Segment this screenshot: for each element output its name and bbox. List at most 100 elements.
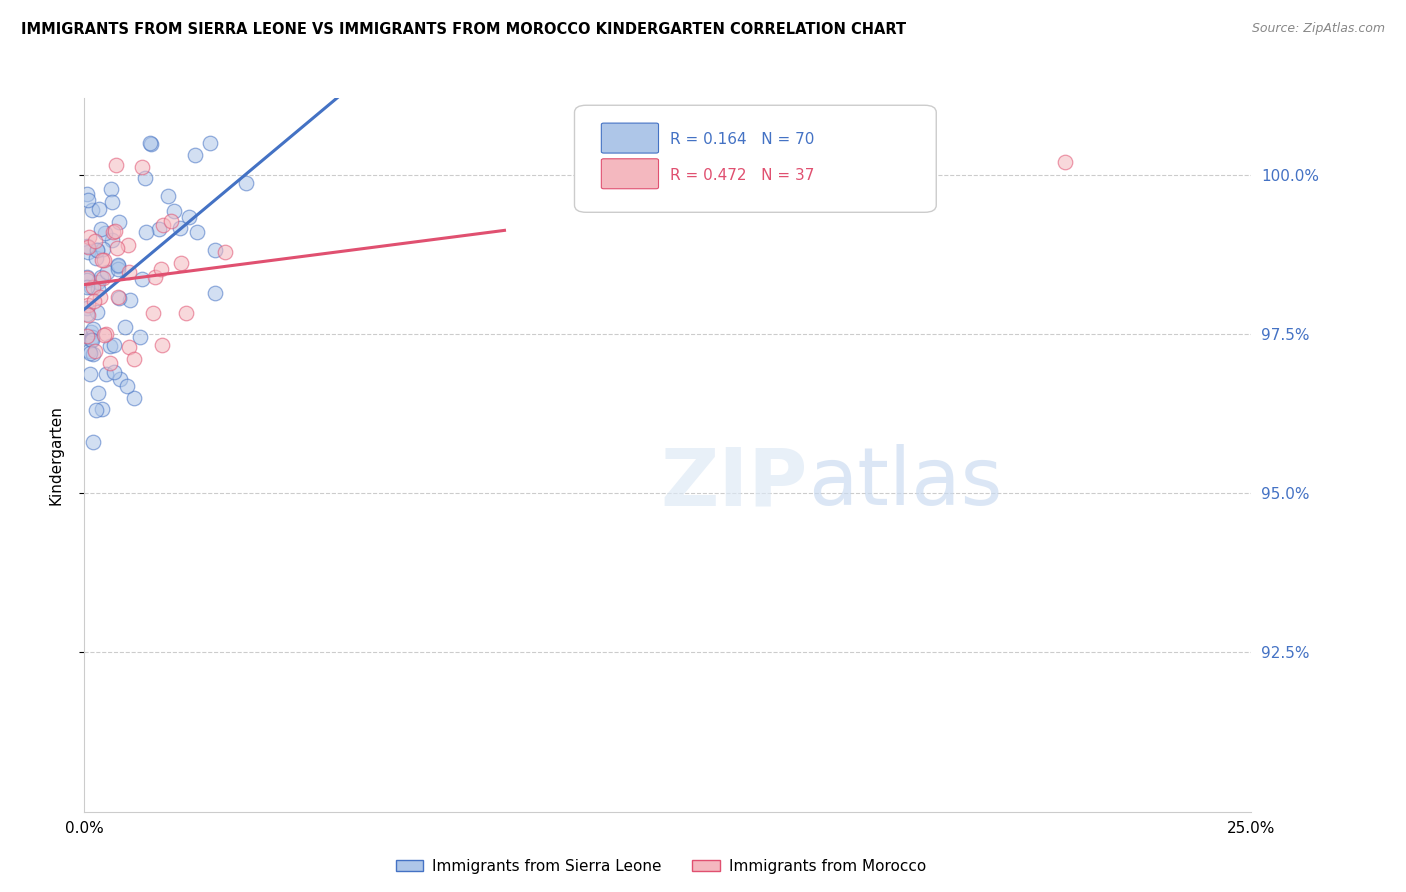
Point	[76, 270, 98, 285]
Point	[101, 233, 124, 247]
Point	[184, 148, 207, 162]
Point	[77, 239, 100, 253]
Point	[174, 306, 197, 320]
Point	[204, 285, 226, 300]
Point	[214, 245, 236, 260]
Point	[86, 244, 108, 258]
Point	[79, 230, 101, 244]
Point	[80, 330, 103, 344]
Point	[96, 265, 118, 279]
Point	[160, 213, 183, 227]
Point	[77, 343, 100, 358]
Point	[76, 270, 98, 285]
Point	[204, 244, 226, 258]
Point	[105, 241, 128, 255]
Point	[86, 305, 108, 319]
Point	[163, 204, 186, 219]
Point	[117, 237, 139, 252]
Point	[76, 193, 98, 207]
Point	[94, 367, 117, 381]
Point	[90, 270, 112, 285]
Point	[1053, 154, 1076, 169]
Point	[108, 372, 131, 386]
Point	[101, 225, 124, 239]
Point	[108, 291, 131, 305]
Point	[117, 379, 139, 393]
Point	[89, 290, 111, 304]
Point	[79, 346, 101, 360]
Point	[76, 298, 98, 312]
Point	[134, 171, 156, 186]
Point	[76, 301, 98, 316]
Point	[104, 224, 127, 238]
Legend: Immigrants from Sierra Leone, Immigrants from Morocco: Immigrants from Sierra Leone, Immigrants…	[389, 853, 932, 880]
Point	[105, 158, 128, 172]
Point	[179, 210, 201, 224]
FancyBboxPatch shape	[575, 105, 936, 212]
Point	[150, 262, 173, 277]
Text: R = 0.164   N = 70: R = 0.164 N = 70	[671, 132, 814, 147]
Point	[94, 226, 117, 240]
Point	[122, 391, 145, 405]
Point	[148, 222, 170, 236]
Point	[86, 243, 108, 257]
Point	[91, 242, 114, 256]
Point	[114, 319, 136, 334]
Point	[80, 280, 103, 294]
Point	[142, 306, 165, 320]
Point	[157, 189, 180, 203]
Point	[170, 256, 193, 270]
Point	[107, 215, 129, 229]
Point	[120, 293, 142, 307]
Point	[90, 222, 112, 236]
FancyBboxPatch shape	[602, 159, 658, 189]
Text: R = 0.472   N = 37: R = 0.472 N = 37	[671, 168, 814, 183]
Point	[186, 225, 208, 239]
Point	[83, 234, 105, 248]
Text: ZIP: ZIP	[661, 444, 808, 523]
Point	[131, 272, 153, 286]
Point	[118, 265, 141, 279]
Point	[91, 252, 114, 267]
Text: atlas: atlas	[808, 444, 1002, 523]
Point	[100, 182, 122, 196]
Point	[169, 221, 191, 235]
Point	[98, 356, 121, 370]
Point	[76, 280, 98, 294]
Point	[122, 351, 145, 366]
Point	[77, 308, 100, 322]
Point	[82, 279, 104, 293]
Point	[107, 258, 129, 272]
Point	[107, 262, 129, 277]
FancyBboxPatch shape	[602, 123, 658, 153]
Point	[96, 326, 118, 341]
Point	[150, 338, 173, 352]
Point	[143, 270, 166, 285]
Point	[93, 328, 115, 343]
Point	[79, 368, 101, 382]
Point	[83, 293, 105, 308]
Point	[98, 339, 121, 353]
Point	[93, 252, 115, 267]
Point	[107, 290, 129, 304]
Point	[139, 137, 162, 152]
Point	[76, 273, 98, 287]
Point	[129, 330, 152, 344]
Point	[76, 186, 98, 201]
Point	[200, 136, 222, 150]
Point	[131, 160, 153, 174]
Point	[103, 365, 125, 379]
Point	[152, 218, 174, 232]
Point	[82, 347, 104, 361]
Point	[90, 401, 112, 416]
Point	[80, 333, 103, 347]
Point	[84, 251, 107, 265]
Point	[107, 259, 129, 273]
Point	[77, 245, 100, 260]
Point	[80, 325, 103, 339]
Point	[76, 307, 98, 321]
Point	[80, 202, 103, 217]
Point	[87, 202, 110, 216]
Point	[91, 270, 114, 285]
Point	[103, 337, 125, 351]
